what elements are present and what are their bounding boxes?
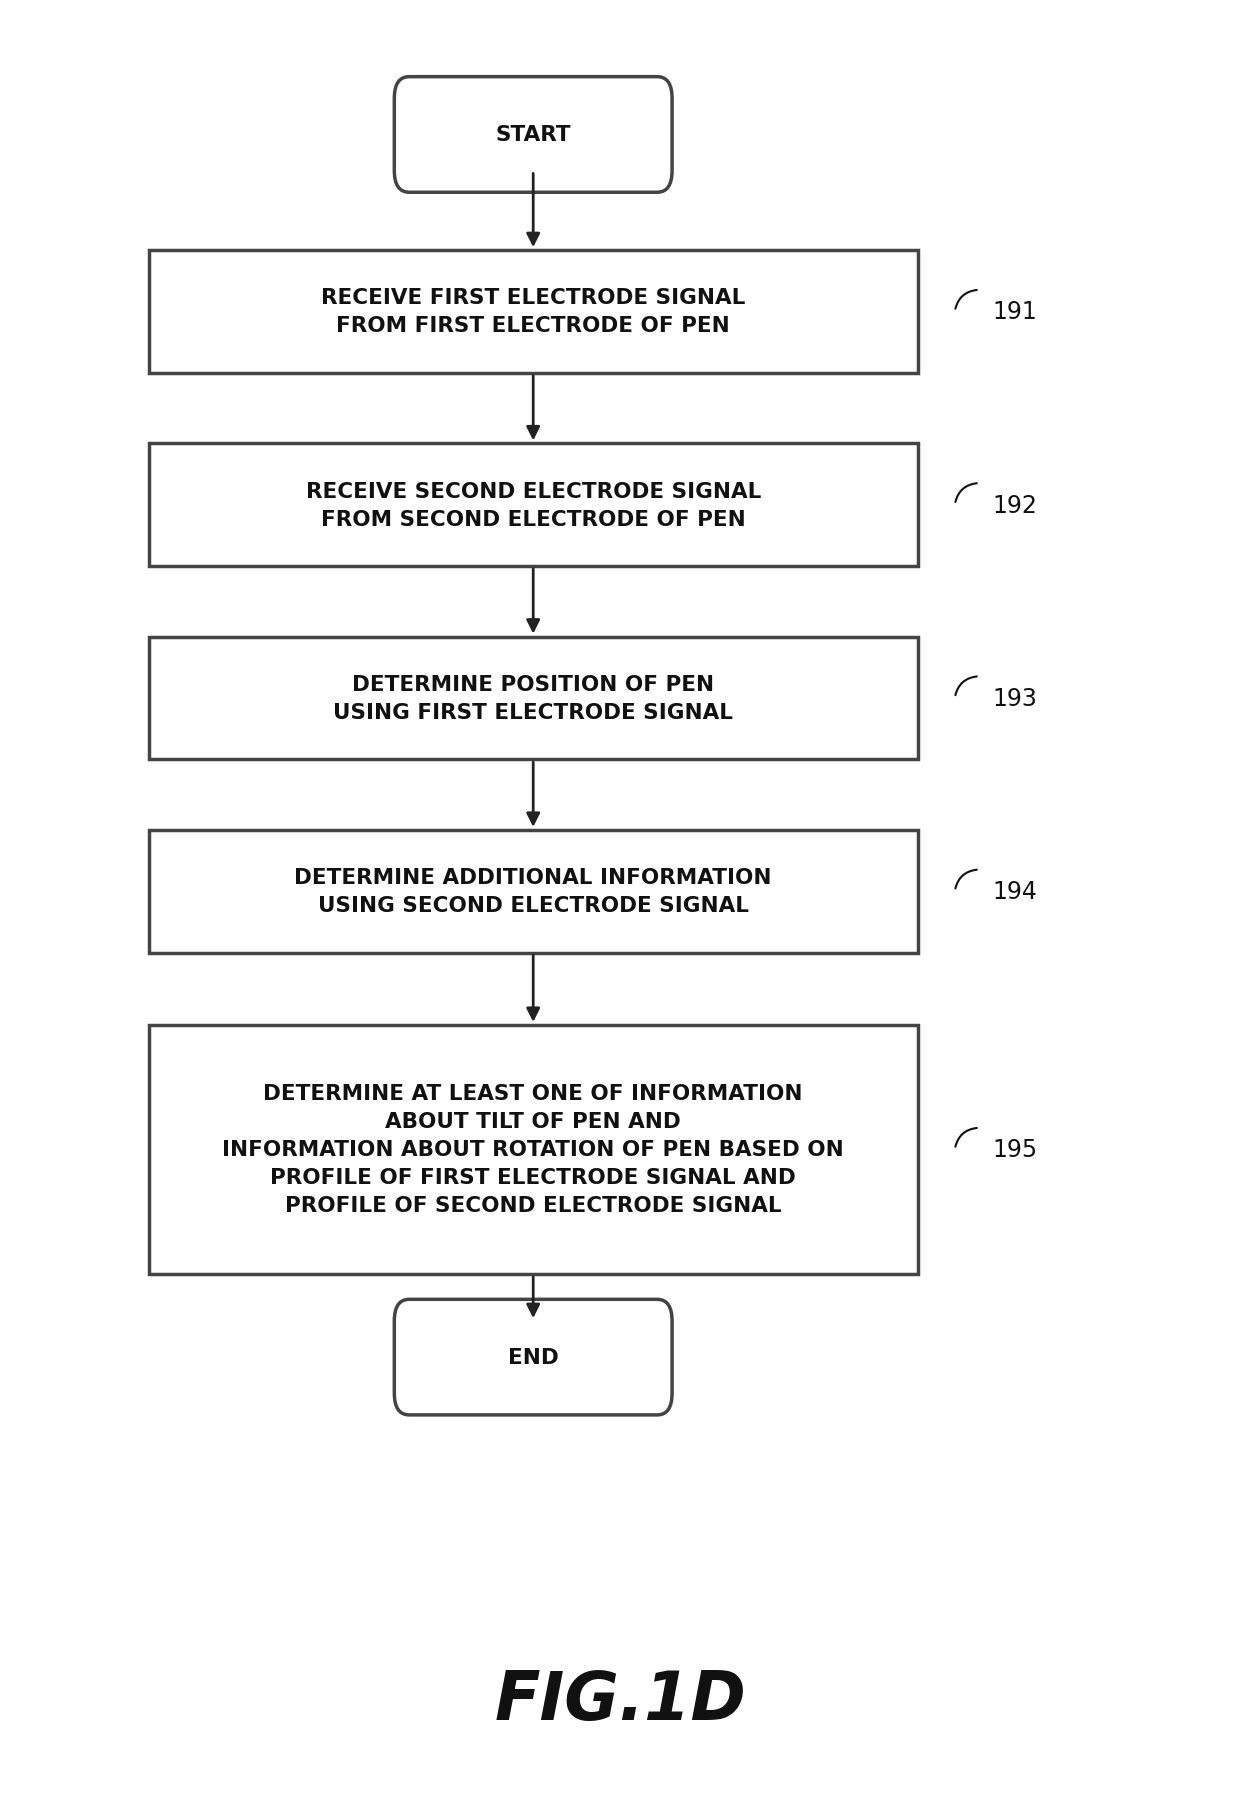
FancyBboxPatch shape <box>394 1300 672 1415</box>
Text: 192: 192 <box>992 493 1037 518</box>
Text: 191: 191 <box>992 300 1037 325</box>
Text: START: START <box>496 125 570 146</box>
FancyBboxPatch shape <box>149 444 918 567</box>
FancyBboxPatch shape <box>149 251 918 374</box>
FancyBboxPatch shape <box>394 78 672 193</box>
Text: END: END <box>508 1347 558 1368</box>
Text: DETERMINE AT LEAST ONE OF INFORMATION
ABOUT TILT OF PEN AND
INFORMATION ABOUT RO: DETERMINE AT LEAST ONE OF INFORMATION AB… <box>222 1083 844 1217</box>
Text: 195: 195 <box>992 1137 1037 1162</box>
Text: FIG.1D: FIG.1D <box>494 1668 746 1733</box>
Text: RECEIVE SECOND ELECTRODE SIGNAL
FROM SECOND ELECTRODE OF PEN: RECEIVE SECOND ELECTRODE SIGNAL FROM SEC… <box>305 482 761 529</box>
FancyBboxPatch shape <box>149 637 918 760</box>
Text: DETERMINE POSITION OF PEN
USING FIRST ELECTRODE SIGNAL: DETERMINE POSITION OF PEN USING FIRST EL… <box>334 675 733 722</box>
Text: 193: 193 <box>992 686 1037 711</box>
Text: RECEIVE FIRST ELECTRODE SIGNAL
FROM FIRST ELECTRODE OF PEN: RECEIVE FIRST ELECTRODE SIGNAL FROM FIRS… <box>321 289 745 336</box>
FancyBboxPatch shape <box>149 830 918 953</box>
Text: 194: 194 <box>992 879 1037 904</box>
Text: DETERMINE ADDITIONAL INFORMATION
USING SECOND ELECTRODE SIGNAL: DETERMINE ADDITIONAL INFORMATION USING S… <box>294 868 773 915</box>
FancyBboxPatch shape <box>149 1025 918 1274</box>
